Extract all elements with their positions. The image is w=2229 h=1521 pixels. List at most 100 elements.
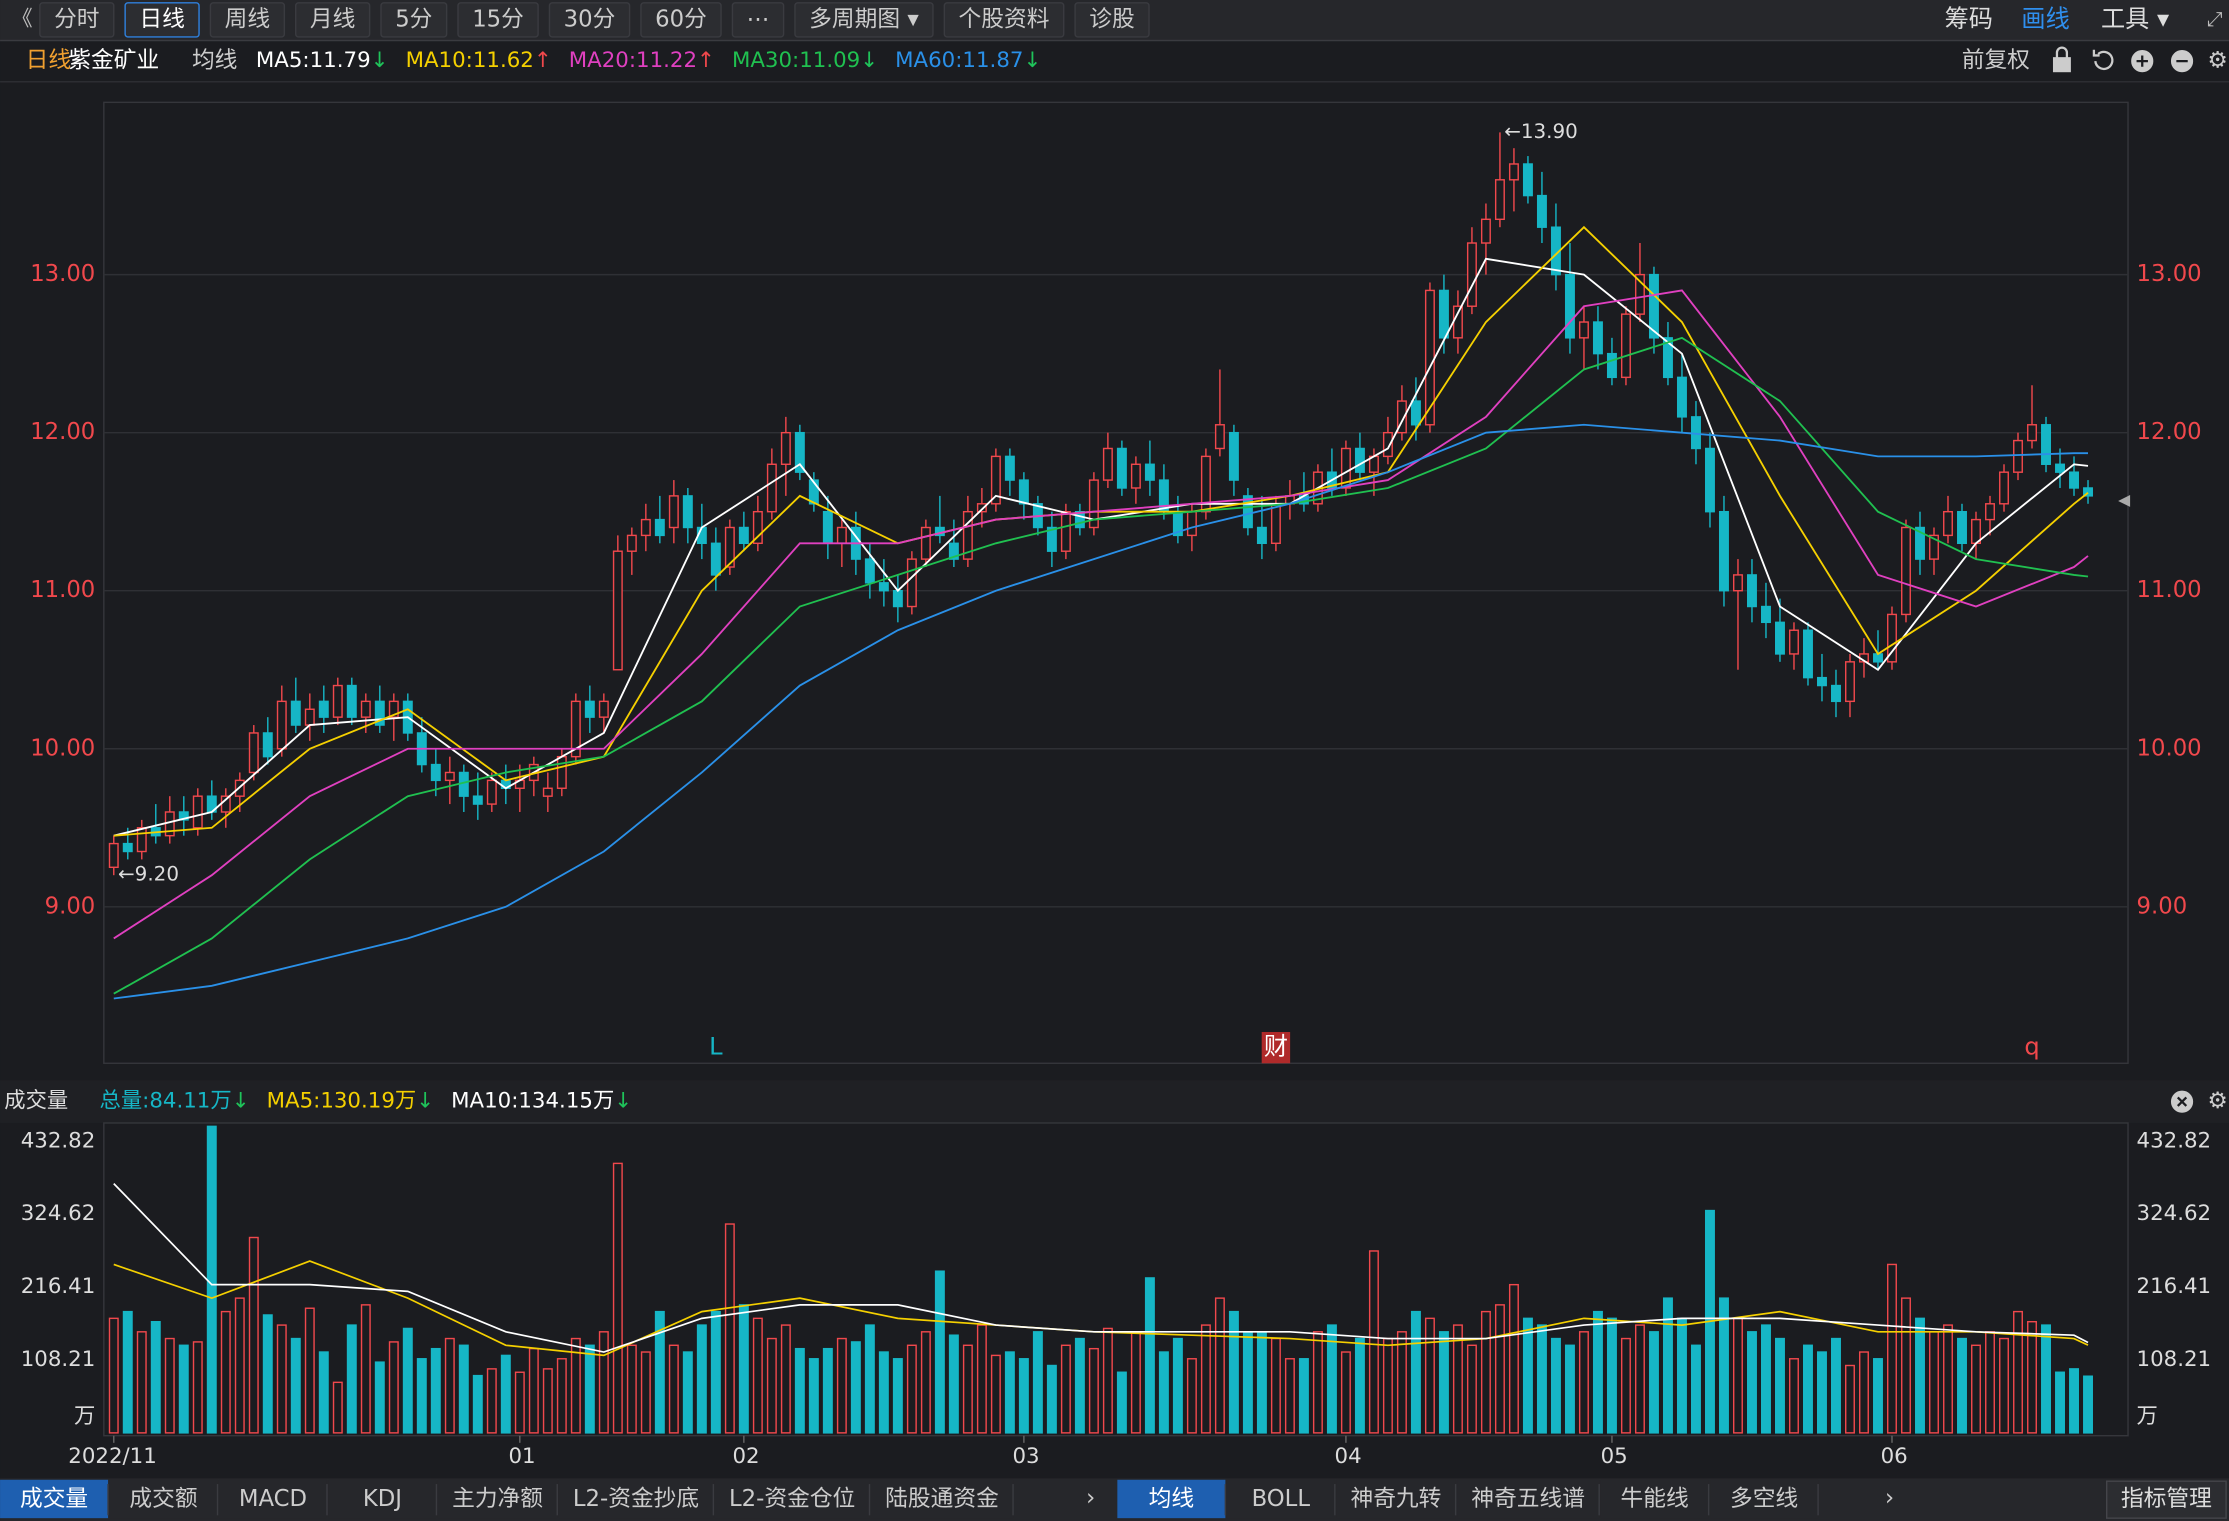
candle-body [1354, 447, 1365, 473]
indicator-tab-label[interactable]: MACD [239, 1486, 307, 1512]
tab-label[interactable]: 分时 [54, 6, 99, 32]
indicator-tab[interactable] [218, 1479, 327, 1519]
candle-body [2055, 463, 2065, 473]
tab-label[interactable]: 日线 [139, 6, 184, 32]
tab-label[interactable]: 周线 [225, 6, 270, 32]
candle-body [1004, 455, 1015, 481]
indicator-tab[interactable] [558, 1479, 714, 1519]
settings-icon[interactable]: ⚙ [2207, 1088, 2227, 1114]
indicator-tab[interactable] [1117, 1479, 1226, 1519]
toolbar-item[interactable]: 筹码 [1945, 5, 1993, 33]
tab-button[interactable] [794, 2, 934, 38]
y-tick-label: 108.21 [21, 1347, 96, 1372]
candle-body [878, 582, 889, 592]
indicator-tab-label[interactable]: BOLL [1252, 1486, 1311, 1512]
volume-bar [1522, 1317, 1533, 1434]
tab-button[interactable] [294, 2, 371, 38]
toolbar-item[interactable]: 画线 [2021, 5, 2069, 33]
indicator-tab[interactable] [1457, 1479, 1600, 1519]
tab-label[interactable]: 60分 [655, 6, 707, 32]
indicator-tab[interactable] [109, 1479, 218, 1519]
indicator-tab-label[interactable]: 牛能线 [1621, 1486, 1689, 1512]
adjust-mode[interactable]: 前复权 [1962, 48, 2030, 74]
expand-icon[interactable]: ⤢ [2207, 7, 2223, 30]
ma-line [113, 423, 2089, 1000]
indicator-tab[interactable] [437, 1479, 558, 1519]
tab-label[interactable]: 个股资料 [959, 6, 1050, 32]
indicator-tab-label[interactable]: L2-资金仓位 [729, 1486, 855, 1512]
lock-icon[interactable] [2052, 57, 2071, 73]
indicator-tab-label[interactable]: 主力净额 [452, 1486, 543, 1512]
tab-button[interactable] [380, 2, 448, 38]
indicator-tab[interactable] [1336, 1479, 1456, 1519]
indicator-tab[interactable] [1226, 1479, 1335, 1519]
volume-bar [1662, 1297, 1673, 1434]
legend-arrow: ↓ [860, 48, 878, 73]
indicator-tab-label[interactable]: KDJ [363, 1486, 402, 1512]
indicator-tab[interactable] [328, 1479, 437, 1519]
indicator-tab-label[interactable]: 成交量 [20, 1486, 88, 1512]
candle-body [304, 708, 315, 726]
volume-bar [1368, 1250, 1379, 1434]
more-arrow[interactable]: › [1885, 1485, 1894, 1511]
tab-label[interactable]: 15分 [472, 6, 524, 32]
indicator-tab-label[interactable]: 神奇九转 [1350, 1486, 1441, 1512]
indicator-tab[interactable] [870, 1479, 1014, 1519]
volume-bar [724, 1223, 735, 1434]
candle-body [1242, 495, 1253, 529]
tab-button[interactable] [640, 2, 722, 38]
indicator-tab-label[interactable]: 均线 [1149, 1486, 1194, 1512]
tab-label[interactable]: 月线 [310, 6, 355, 32]
volume-bar [584, 1344, 595, 1434]
indicator-tab[interactable] [0, 1479, 109, 1519]
tab-label[interactable]: 多周期图 ▾ [809, 6, 919, 32]
toolbar-item[interactable]: 工具 ▾ [2101, 5, 2170, 33]
indicator-tab[interactable] [1600, 1479, 1709, 1519]
candle-body [1985, 503, 1995, 521]
indicator-tab[interactable] [1710, 1479, 1819, 1519]
tab-label[interactable]: ⋯ [747, 6, 770, 32]
volume-bar [1943, 1324, 1953, 1434]
settings-icon[interactable]: ⚙ [2207, 48, 2227, 74]
volume-bar [1340, 1351, 1351, 1434]
tab-button[interactable] [548, 2, 631, 38]
x-tick-label: 04 [1335, 1444, 1362, 1469]
legend-item: MA30:11.09 [732, 48, 860, 73]
volume-bar [500, 1354, 511, 1434]
indicator-tab-label[interactable]: 多空线 [1730, 1486, 1798, 1512]
tab-button[interactable] [39, 2, 115, 38]
more-arrow[interactable]: › [1086, 1485, 1095, 1511]
tab-button[interactable] [457, 2, 539, 38]
candle-body [248, 732, 259, 774]
candle-body [1060, 510, 1071, 552]
indicator-tab-label[interactable]: 陆股通资金 [885, 1486, 999, 1512]
manage-label[interactable]: 指标管理 [2121, 1486, 2212, 1512]
volume-bar [962, 1344, 973, 1434]
indicator-tab-label[interactable]: 神奇五线谱 [1471, 1486, 1585, 1512]
manage-button[interactable] [2105, 1480, 2227, 1519]
candle-body [710, 542, 721, 576]
indicator-name[interactable]: 均线 [192, 48, 237, 74]
tab-label[interactable]: 30分 [564, 6, 616, 32]
back-button[interactable]: 《 [11, 7, 32, 32]
tab-button[interactable] [731, 2, 785, 38]
volume-bar [1985, 1331, 1995, 1434]
event-marker[interactable]: 财 [1264, 1033, 1288, 1061]
tab-label[interactable]: 诊股 [1089, 6, 1134, 32]
indicator-tab-label[interactable]: L2-资金抄底 [573, 1486, 699, 1512]
volume-bar [2013, 1310, 2023, 1434]
tab-button[interactable] [943, 2, 1065, 38]
indicator-tab[interactable] [714, 1479, 870, 1519]
tab-button[interactable] [209, 2, 286, 38]
candle-body [1929, 534, 1939, 560]
tab-button[interactable] [124, 2, 200, 38]
volume-header [0, 1080, 2229, 1123]
candle-body [1901, 526, 1911, 616]
tab-button[interactable] [1074, 2, 1150, 38]
indicator-tab-label[interactable]: 成交额 [129, 1486, 197, 1512]
event-marker[interactable]: L [709, 1033, 723, 1061]
volume-bar [542, 1368, 553, 1434]
event-marker[interactable]: q [2024, 1033, 2039, 1061]
tab-label[interactable]: 5分 [395, 6, 432, 32]
undo-icon[interactable] [2092, 49, 2114, 71]
